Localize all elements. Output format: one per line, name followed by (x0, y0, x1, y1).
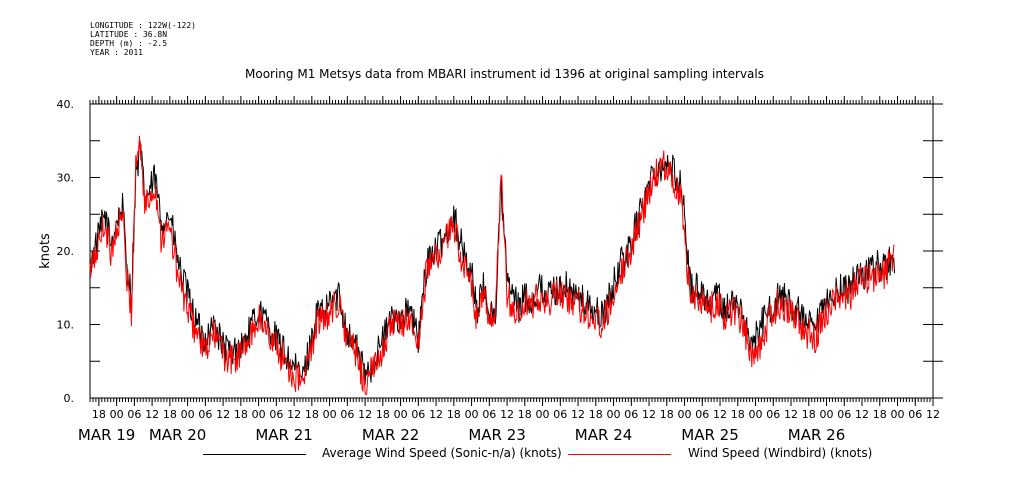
x-tick-label: 00 (891, 408, 905, 421)
series-line-average-wind-speed (89, 139, 895, 385)
legend-swatch-average (203, 454, 306, 455)
x-tick-label: 18 (163, 408, 177, 421)
x-tick-label: 06 (624, 408, 638, 421)
y-tick-label: 40. (57, 98, 75, 111)
x-tick-label: 18 (518, 408, 532, 421)
x-tick-label: 12 (145, 408, 159, 421)
year-label: YEAR : 2011 (90, 48, 143, 57)
x-tick-label: 06 (908, 408, 922, 421)
x-tick-label: 00 (252, 408, 266, 421)
x-tick-label: 12 (287, 408, 301, 421)
depth-label: DEPTH (m) : -2.5 (90, 39, 168, 48)
x-tick-label: 12 (571, 408, 585, 421)
x-tick-label: 00 (607, 408, 621, 421)
x-day-label: MAR 23 (468, 426, 525, 444)
x-tick-label: 06 (482, 408, 496, 421)
y-tick-label: 0. (64, 392, 75, 405)
plot-frame (89, 103, 934, 399)
x-tick-label: 00 (323, 408, 337, 421)
legend-label-average: Average Wind Speed (Sonic-n/a) (knots) (322, 446, 562, 460)
x-day-label: MAR 26 (788, 426, 845, 444)
y-tick-label: 10. (57, 319, 75, 332)
x-tick-label: 18 (873, 408, 887, 421)
x-tick-label: 00 (181, 408, 195, 421)
x-tick-label: 18 (802, 408, 816, 421)
x-tick-label: 18 (376, 408, 390, 421)
x-tick-label: 12 (926, 408, 940, 421)
x-tick-label: 12 (429, 408, 443, 421)
x-day-label: MAR 24 (575, 426, 632, 444)
x-tick-label: 12 (216, 408, 230, 421)
x-tick-label: 06 (411, 408, 425, 421)
x-tick-label: 00 (820, 408, 834, 421)
x-tick-label: 00 (110, 408, 124, 421)
longitude-label: LONGITUDE : 122W(-122) (90, 21, 196, 30)
x-tick-label: 00 (678, 408, 692, 421)
x-day-label: MAR 19 (78, 426, 135, 444)
x-tick-label: 12 (855, 408, 869, 421)
y-axis-label: knots (38, 233, 53, 269)
x-tick-label: 06 (269, 408, 283, 421)
legend-label-windbird: Wind Speed (Windbird) (knots) (688, 446, 873, 460)
x-tick-label: 06 (340, 408, 354, 421)
x-tick-label: 00 (394, 408, 408, 421)
x-tick-label: 12 (358, 408, 372, 421)
x-tick-label: 12 (713, 408, 727, 421)
legend-swatch-windbird (568, 454, 671, 455)
x-tick-label: 18 (305, 408, 319, 421)
x-tick-label: 06 (766, 408, 780, 421)
x-day-label: MAR 20 (149, 426, 206, 444)
x-tick-label: 18 (731, 408, 745, 421)
x-tick-label: 18 (660, 408, 674, 421)
x-tick-label: 12 (642, 408, 656, 421)
x-tick-label: 18 (234, 408, 248, 421)
x-tick-label: 06 (837, 408, 851, 421)
x-tick-label: 06 (198, 408, 212, 421)
x-tick-label: 18 (589, 408, 603, 421)
latitude-label: LATITUDE : 36.8N (90, 30, 168, 39)
x-tick-label: 06 (127, 408, 141, 421)
x-day-label: MAR 22 (362, 426, 419, 444)
x-day-label: MAR 25 (681, 426, 738, 444)
x-tick-label: 18 (447, 408, 461, 421)
x-tick-label: 12 (500, 408, 514, 421)
x-tick-label: 06 (553, 408, 567, 421)
x-tick-label: 18 (92, 408, 106, 421)
y-tick-label: 20. (57, 245, 75, 258)
x-tick-label: 00 (536, 408, 550, 421)
x-day-label: MAR 21 (255, 426, 312, 444)
x-tick-label: 06 (695, 408, 709, 421)
x-tick-label: 00 (749, 408, 763, 421)
x-tick-label: 12 (784, 408, 798, 421)
x-tick-label: 00 (465, 408, 479, 421)
series-line-windbird-wind-speed (89, 135, 895, 396)
chart-title: Mooring M1 Metsys data from MBARI instru… (245, 67, 764, 81)
x-minor-ticks (89, 100, 934, 402)
y-tick-label: 30. (57, 172, 75, 185)
